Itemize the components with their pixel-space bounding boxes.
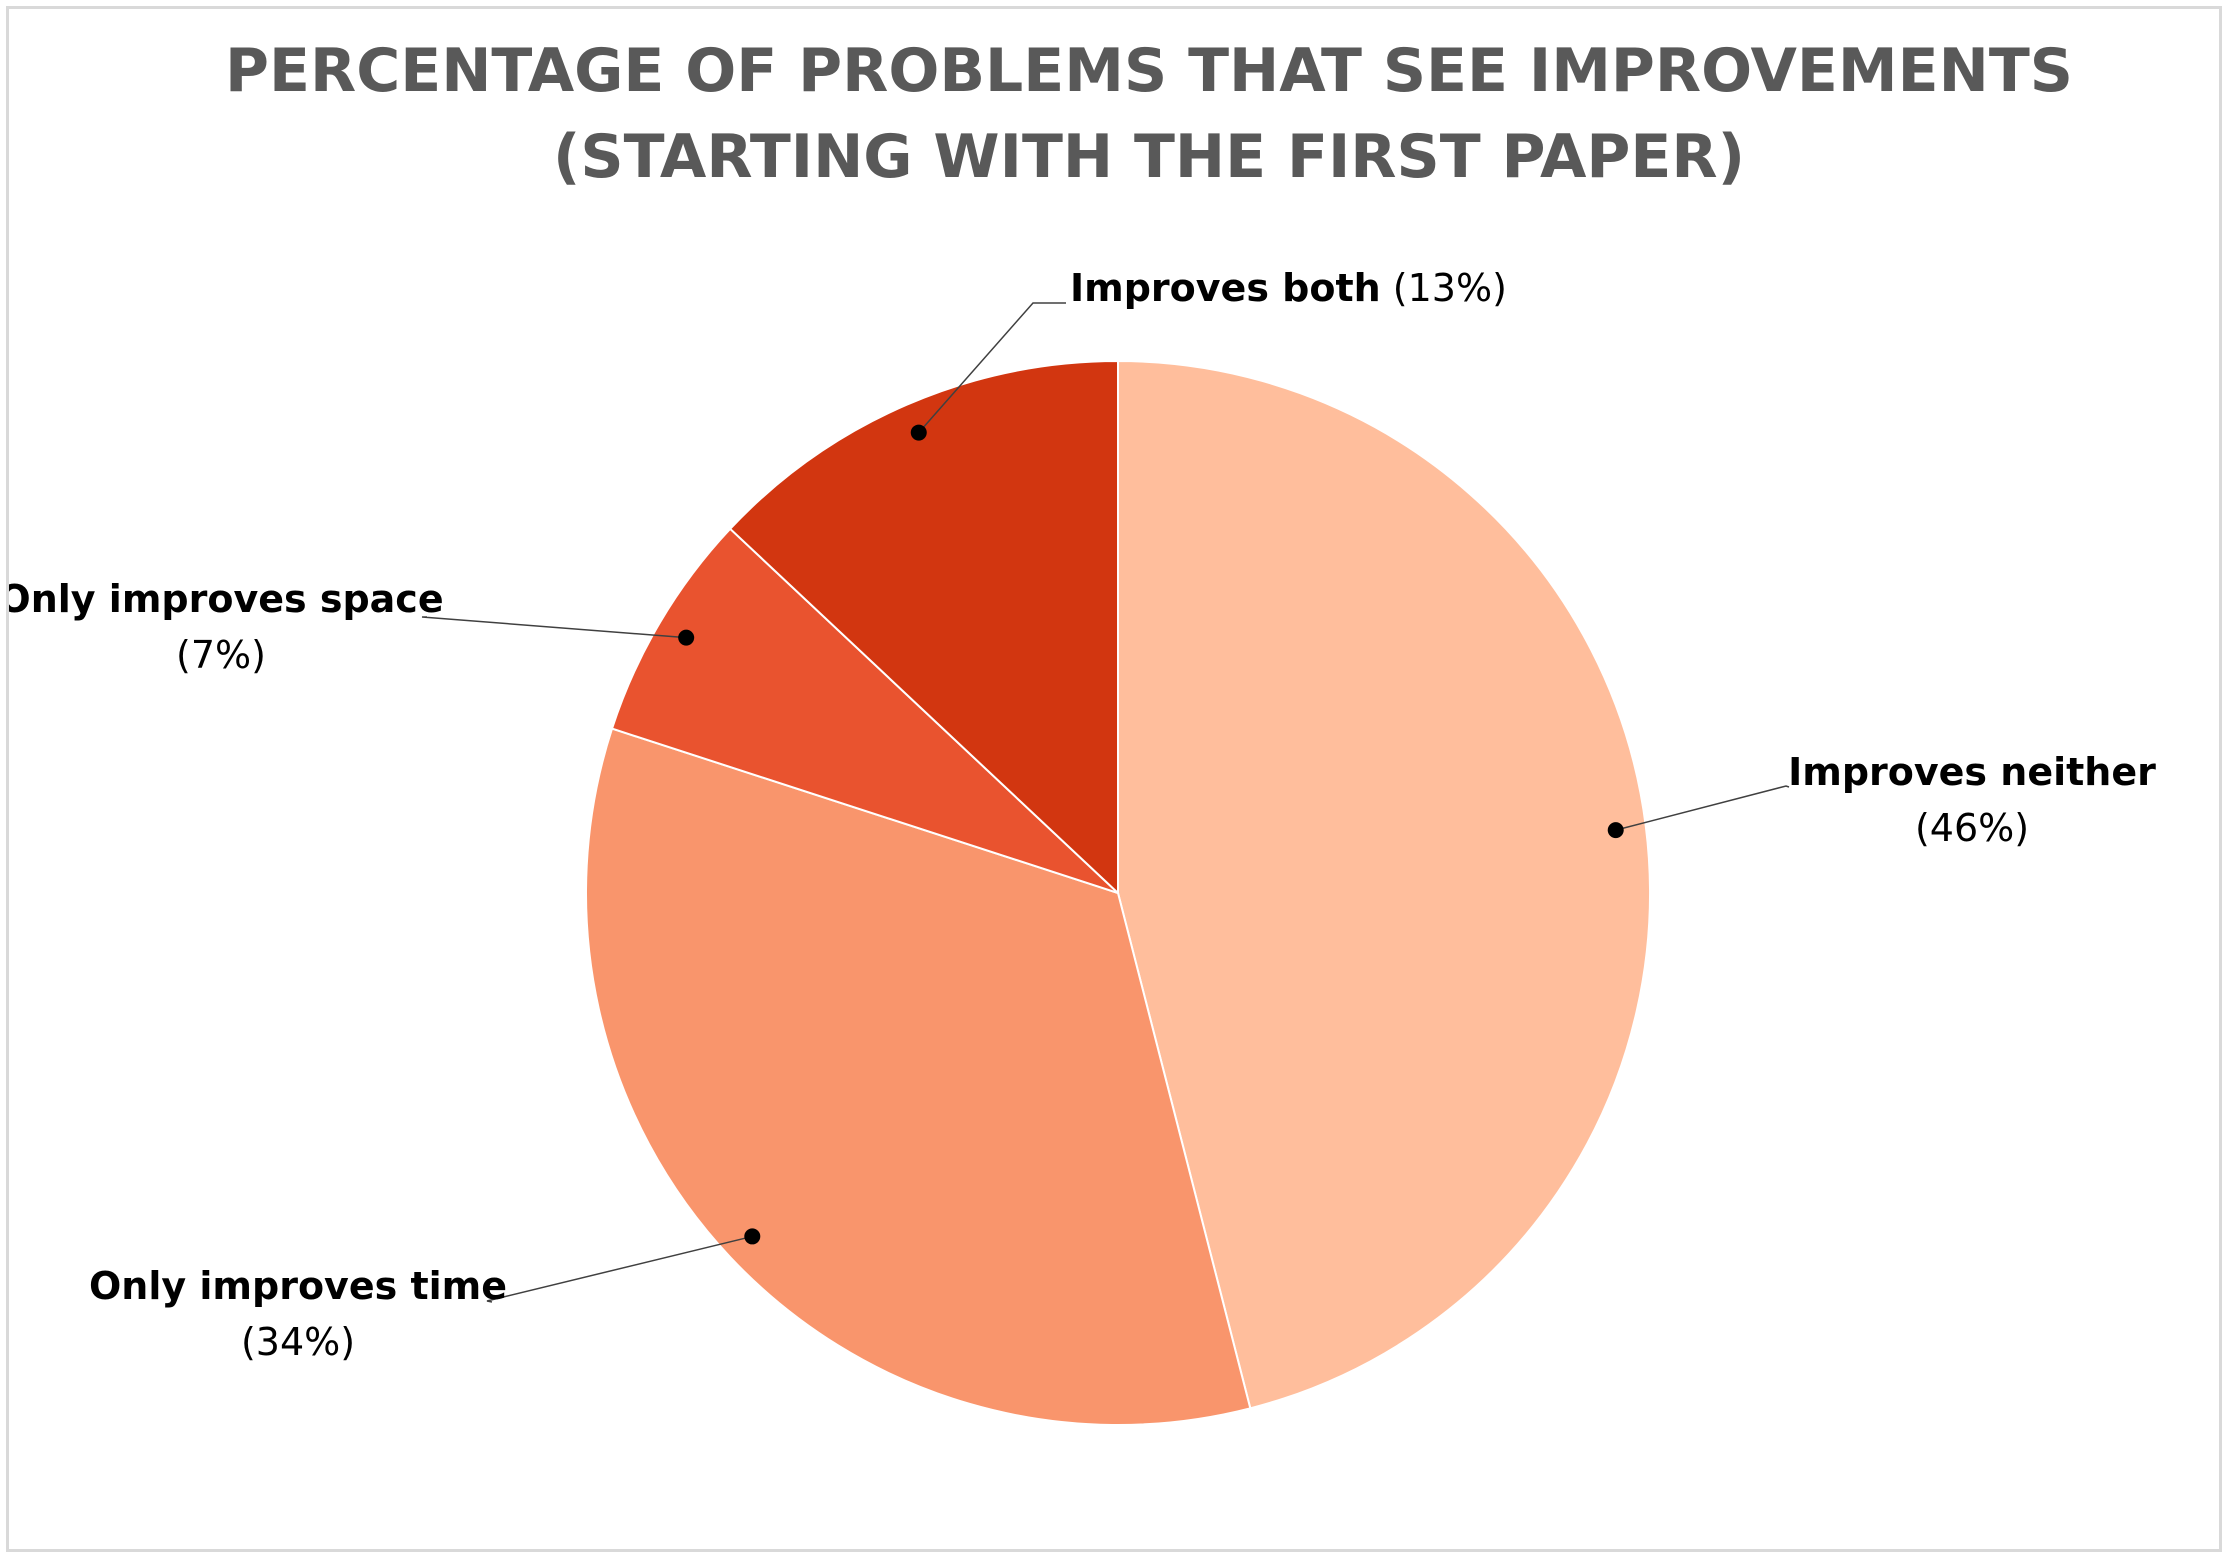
pie-slices	[585, 359, 1651, 1427]
leader-line	[421, 616, 687, 639]
leader-dot	[678, 629, 695, 646]
data-label-name: Improves neither	[1788, 750, 2156, 794]
leader-dot	[910, 424, 927, 441]
data-label-name: Only improves time	[89, 1264, 507, 1308]
chart-title-line-2: (STARTING WITH THE FIRST PAPER)	[553, 122, 1745, 192]
data-label-value: (13%)	[1381, 266, 1507, 310]
pie-slice-only-improves-space	[610, 527, 1119, 894]
data-label-name: Only improves space	[9, 577, 444, 621]
data-label-value: (7%)	[176, 633, 266, 677]
leader-line	[1615, 785, 1790, 831]
pie-slice-improves-neither	[1117, 359, 1651, 1410]
data-label: Improves both (13%)	[1070, 266, 1507, 310]
data-label-name: Improves both	[1070, 266, 1381, 310]
pie-slice-improves-both	[728, 359, 1119, 896]
leader-line	[918, 302, 1066, 434]
pie-slice-only-improves-time	[585, 727, 1252, 1427]
data-label-value: (46%)	[1915, 806, 2029, 850]
pie-chart: PERCENTAGE OF PROBLEMS THAT SEE IMPROVEM…	[9, 36, 2156, 1427]
leader-line	[486, 1235, 753, 1303]
chart-title-line-1: PERCENTAGE OF PROBLEMS THAT SEE IMPROVEM…	[225, 36, 2073, 106]
data-label-value: (34%)	[241, 1320, 355, 1364]
pie-labels: Improves neither (46%) Only improves time (…	[9, 266, 2156, 1364]
chart-frame: PERCENTAGE OF PROBLEMS THAT SEE IMPROVEM…	[6, 6, 2222, 1552]
leader-dot	[1607, 822, 1624, 839]
leader-dot	[744, 1228, 761, 1245]
